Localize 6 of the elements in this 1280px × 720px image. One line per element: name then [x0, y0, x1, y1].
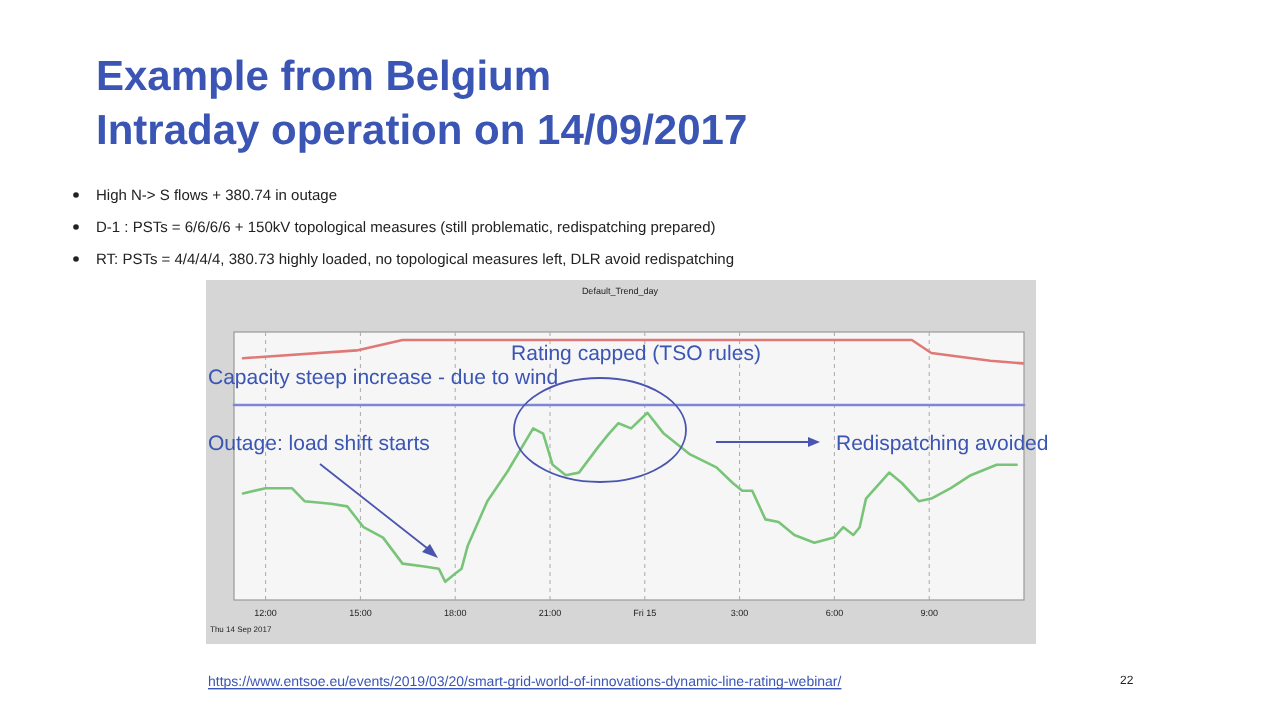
annotation: Outage: load shift starts — [208, 432, 430, 456]
chart-subtitle: Intraday operation on 14/09/2017 — [96, 108, 748, 154]
annotation: Rating capped (TSO rules) — [511, 342, 761, 366]
chart-title: Example from Belgium — [96, 54, 552, 100]
annotation: Capacity steep increase - due to wind — [208, 366, 559, 390]
annotation: Redispatching avoided — [836, 432, 1049, 456]
